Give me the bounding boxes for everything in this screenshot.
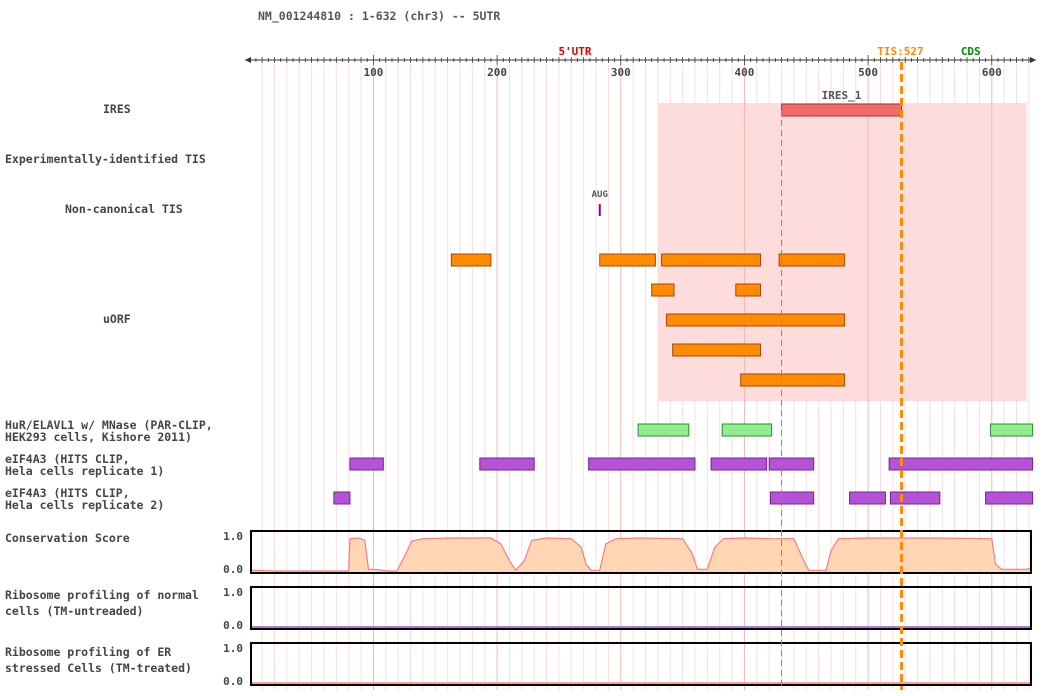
ruler-tick-label: 400 (735, 66, 755, 79)
uorf-bar (651, 283, 675, 297)
uorf-bar (661, 253, 762, 267)
ribo-normal-track-ymin-label: 0.0 (223, 619, 243, 632)
track-label-hur-line1: HuR/ELAVL1 w/ MNase (PAR-CLIP, (5, 418, 213, 432)
conservation-track-ymin-label: 0.0 (223, 563, 243, 576)
hur-site (637, 423, 690, 437)
page-title: NM_001244810 : 1-632 (chr3) -- 5UTR (258, 9, 501, 23)
hur-site (721, 423, 773, 437)
ribo-er-track-frame (250, 642, 1032, 686)
eif4a3-rep1-site (479, 457, 535, 471)
uorf-bar (778, 253, 846, 267)
uorf-bar (666, 313, 846, 327)
utr-label: 5'UTR (558, 45, 591, 58)
track-label-ires: IRES (103, 102, 131, 116)
noncanonical-tis-marker-label: AUG (592, 190, 608, 200)
conservation-track-area (251, 538, 1032, 572)
ires-feature-label: IRES_1 (822, 89, 862, 102)
conservation-track-line (250, 537, 1032, 572)
uorf-bar (450, 253, 492, 267)
track-label-conservation: Conservation Score (5, 531, 130, 545)
ruler-tick-label: 200 (487, 66, 507, 79)
ribo-er-track-ymin-label: 0.0 (223, 675, 243, 688)
eif4a3-rep2-site (985, 491, 1034, 505)
ruler-right-arrow (1030, 57, 1036, 63)
conservation-track-frame (250, 530, 1032, 574)
uorf-bar (672, 343, 762, 357)
track-label-hur-line2: HEK293 cells, Kishore 2011) (5, 430, 192, 444)
ruler-left-arrow (245, 57, 251, 63)
ruler-tick-label: 100 (363, 66, 383, 79)
eif4a3-rep1-site (710, 457, 768, 471)
tis-label: TIS:527 (877, 45, 923, 58)
uorf-bar (735, 283, 762, 297)
track-label-ribo-er-line2: stressed Cells (TM-treated) (5, 661, 192, 675)
cds-label: CDS (961, 45, 981, 58)
hur-site (990, 423, 1034, 437)
eif4a3-rep1-site (768, 457, 815, 471)
uorf-bar (740, 373, 846, 387)
track-label-exp-tis: Experimentally-identified TIS (5, 152, 206, 166)
track-label-noncanonical-tis: Non-canonical TIS (65, 202, 183, 216)
eif4a3-rep1-site (888, 457, 1034, 471)
uorf-bar (599, 253, 656, 267)
track-label-ribo-normal-line2: cells (TM-untreaded) (5, 604, 144, 618)
eif4a3-rep2-site (333, 491, 351, 505)
eif4a3-rep2-site (889, 491, 941, 505)
track-label-uorf: uORF (103, 312, 131, 326)
ribo-normal-track-frame (250, 586, 1032, 630)
track-label-eif4a3-rep1-line2: Hela cells replicate 1) (5, 464, 165, 478)
ribo-er-track-ymax-label: 1.0 (223, 642, 243, 655)
conservation-track-ymax-label: 1.0 (223, 530, 243, 543)
ruler-tick-label: 500 (858, 66, 878, 79)
track-label-eif4a3-rep2-line1: eIF4A3 (HITS CLIP, (5, 486, 130, 500)
track-label-ribo-er-line1: Ribosome profiling of ER (5, 645, 172, 659)
eif4a3-rep2-site (849, 491, 886, 505)
eif4a3-rep1-site (588, 457, 696, 471)
track-label-ribo-normal-line1: Ribosome profiling of normal (5, 588, 199, 602)
eif4a3-rep1-site (349, 457, 384, 471)
track-label-eif4a3-rep2-line2: Hela cells replicate 2) (5, 498, 165, 512)
ruler-tick-label: 300 (611, 66, 631, 79)
eif4a3-rep2-site (769, 491, 815, 505)
ires-feature (781, 103, 903, 117)
track-label-eif4a3-rep1-line1: eIF4A3 (HITS CLIP, (5, 452, 130, 466)
ribo-normal-track-ymax-label: 1.0 (223, 586, 243, 599)
ruler-tick-label: 600 (982, 66, 1002, 79)
